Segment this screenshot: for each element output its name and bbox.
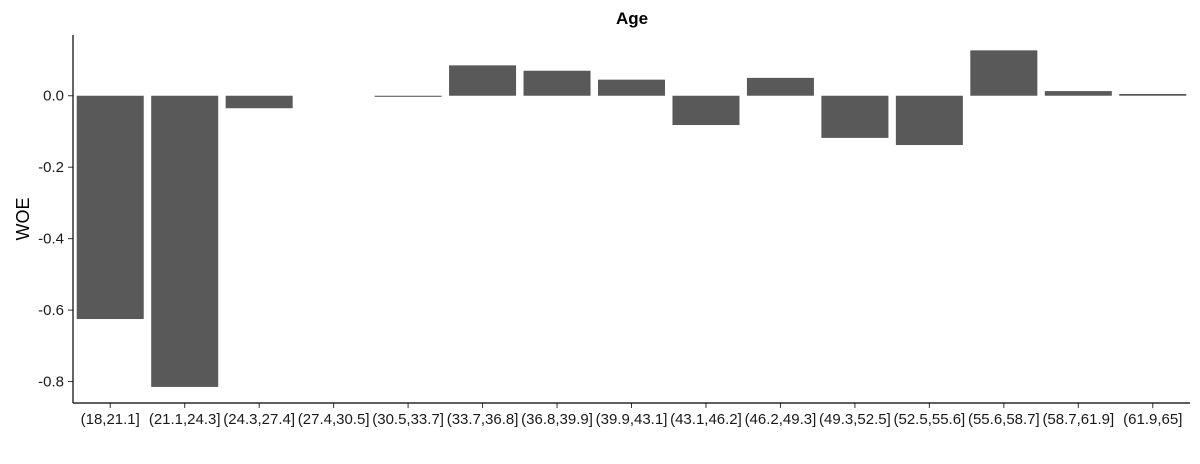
y-tick-label: -0.4: [38, 231, 64, 248]
y-tick-label: -0.2: [38, 159, 64, 176]
y-tick-label: -0.6: [38, 302, 64, 319]
bar: [672, 95, 740, 126]
bar: [449, 65, 517, 96]
x-tick-label: (52.5,55.6]: [894, 411, 966, 428]
bar: [523, 70, 591, 96]
x-tick-label: (27.4,30.5]: [298, 411, 370, 428]
x-axis-ticks: (18,21.1] (21.1,24.3] (24.3,27.4] (27.4,30.…: [81, 403, 1182, 428]
x-tick-label: (21.1,24.3]: [149, 411, 221, 428]
bar: [970, 50, 1038, 96]
x-tick-label: (36.8,39.9]: [521, 411, 593, 428]
x-tick-label: (30.5,33.7]: [372, 411, 444, 428]
x-tick-label: (33.7,36.8]: [447, 411, 519, 428]
bar: [821, 95, 889, 138]
x-tick-label: (61.9,65]: [1123, 411, 1182, 428]
y-tick-label: -0.8: [38, 374, 64, 391]
x-tick-label: (24.3,27.4]: [223, 411, 295, 428]
x-tick-label: (46.2,49.3]: [745, 411, 817, 428]
chart-title: Age: [616, 9, 648, 28]
bar: [1119, 93, 1187, 96]
bar: [597, 79, 666, 96]
bar: [1044, 91, 1112, 96]
bar: [151, 95, 219, 387]
bar: [76, 95, 144, 320]
bar: [225, 95, 293, 109]
bar: [746, 77, 814, 96]
x-tick-label: (55.6,58.7]: [968, 411, 1040, 428]
bars-group: [76, 50, 1187, 387]
bar: [374, 95, 442, 97]
y-axis-title: WOE: [13, 198, 33, 241]
x-tick-label: (39.9,43.1]: [596, 411, 668, 428]
x-tick-label: (49.3,52.5]: [819, 411, 891, 428]
x-tick-label: (43.1,46.2]: [670, 411, 742, 428]
y-tick-label: 0.0: [43, 88, 64, 105]
bar: [895, 95, 963, 146]
x-tick-label: (58.7,61.9]: [1042, 411, 1114, 428]
y-axis-ticks: 0.0 -0.2 -0.4 -0.6 -0.8: [38, 88, 73, 391]
x-tick-label: (18,21.1]: [81, 411, 140, 428]
